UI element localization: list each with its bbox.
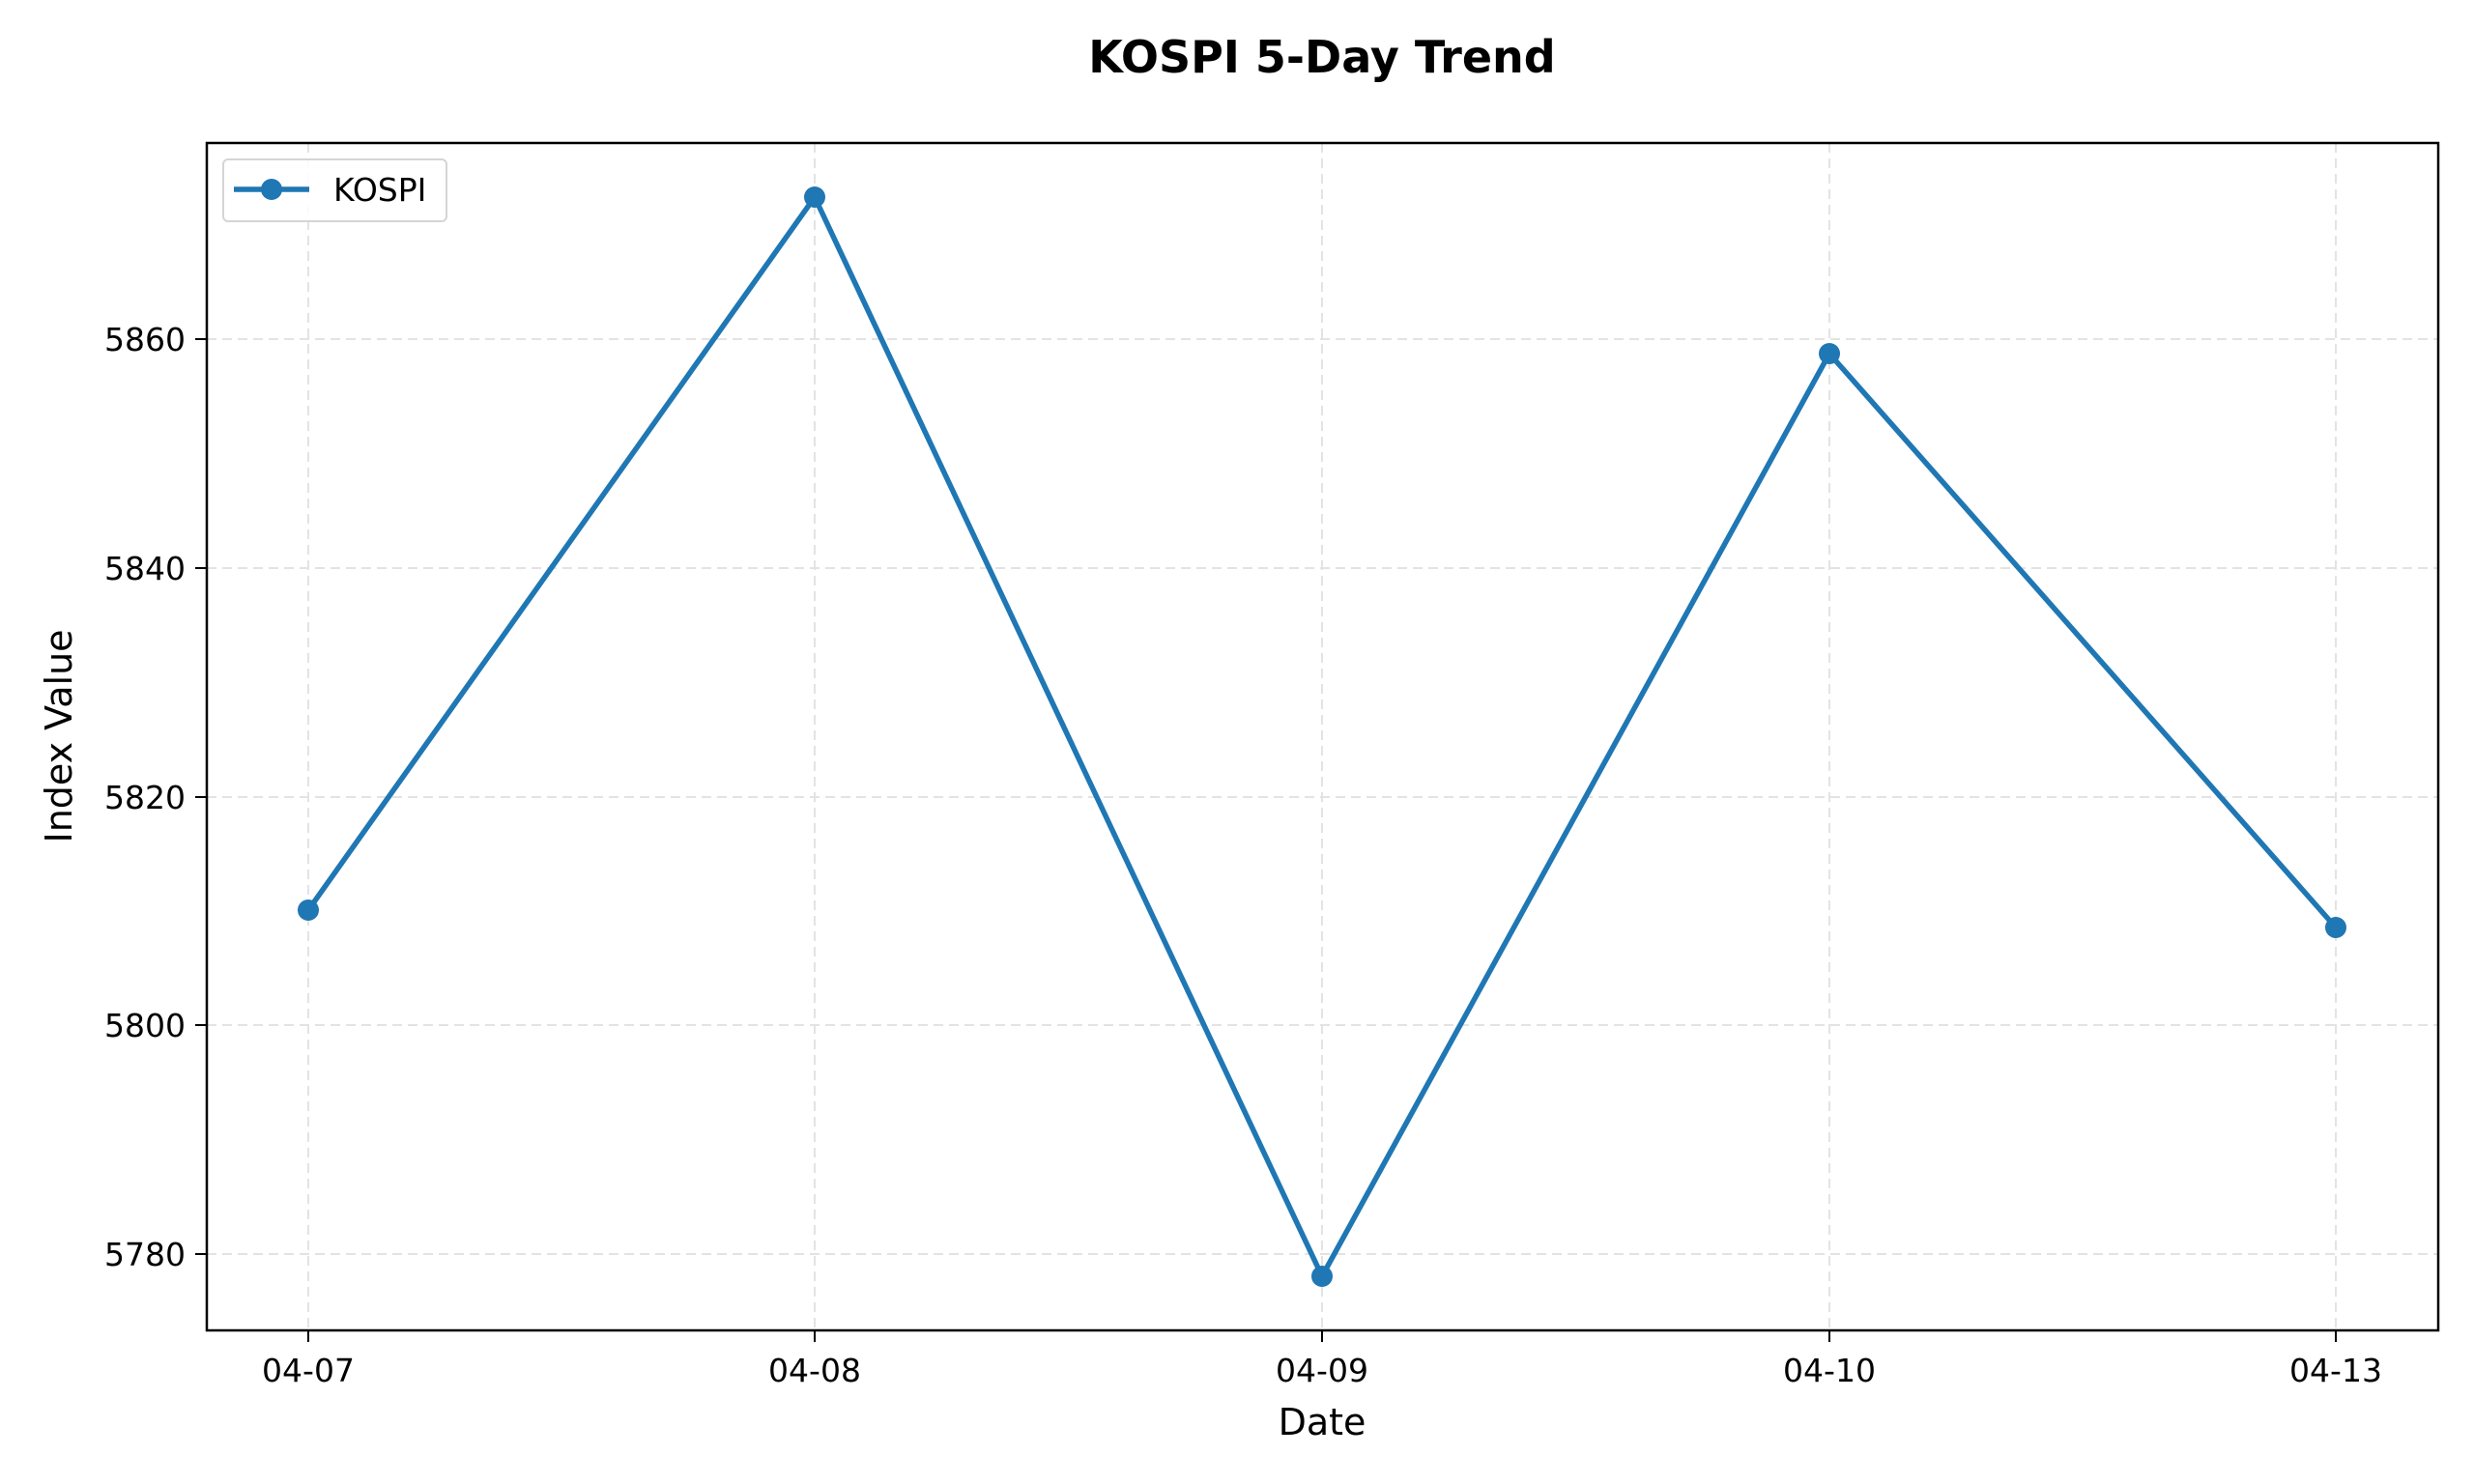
data-point <box>2325 917 2346 938</box>
x-tick-label: 04-09 <box>1276 1352 1368 1389</box>
chart-title: KOSPI 5-Day Trend <box>1088 31 1555 83</box>
y-axis-label: Index Value <box>38 629 80 842</box>
x-axis: 04-07 04-08 04-09 04-10 04-13 Date <box>262 1330 2382 1443</box>
x-tick-label: 04-07 <box>262 1352 355 1389</box>
data-point <box>804 186 825 208</box>
y-tick-label: 5840 <box>104 550 186 587</box>
x-tick-label: 04-13 <box>2289 1352 2382 1389</box>
y-tick-label: 5780 <box>104 1236 186 1273</box>
legend: KOSPI <box>222 158 447 222</box>
y-tick-label: 5860 <box>104 321 186 358</box>
y-tick-label: 5800 <box>104 1007 186 1044</box>
y-tick-label: 5820 <box>104 779 186 816</box>
data-point <box>1311 1266 1333 1287</box>
x-axis-label: Date <box>1279 1401 1366 1443</box>
grid <box>207 143 2438 1330</box>
y-axis: 5780 5800 5820 5840 5860 Index Value <box>38 321 207 1273</box>
legend-label: KOSPI <box>333 171 426 209</box>
x-tick-label: 04-10 <box>1783 1352 1876 1389</box>
x-tick-label: 04-08 <box>768 1352 861 1389</box>
series-kospi <box>298 186 2346 1287</box>
data-point <box>298 899 319 921</box>
legend-marker-icon <box>261 179 282 200</box>
data-point <box>1819 343 1840 364</box>
